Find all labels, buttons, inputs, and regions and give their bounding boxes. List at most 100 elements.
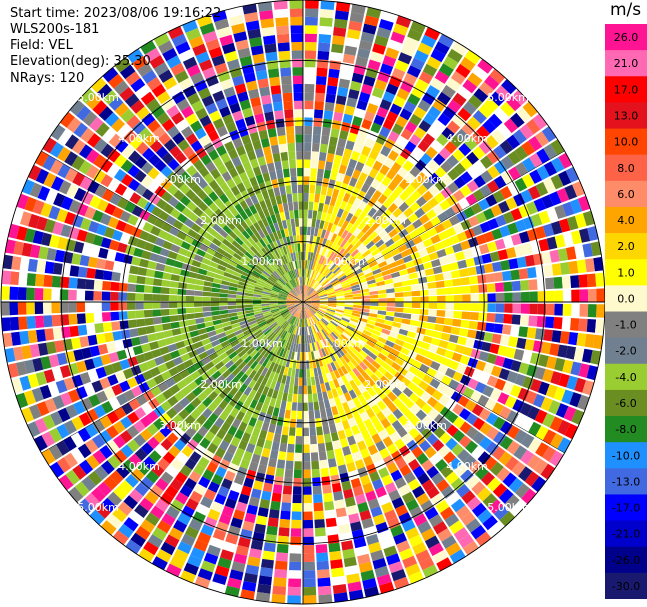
velocity-gate [71,253,82,265]
velocity-gate [286,272,292,281]
velocity-gate [270,85,282,95]
velocity-gate [173,260,184,269]
velocity-gate [268,423,276,434]
velocity-gate [367,498,380,510]
velocity-gate [238,493,250,505]
velocity-gate [446,424,459,437]
velocity-gate [278,296,287,300]
colorbar-tick-label: -21.0 [612,528,640,541]
velocity-gate [281,160,289,170]
velocity-gate [180,224,191,234]
velocity-gate [291,325,295,334]
velocity-gate [84,232,96,244]
velocity-gate [519,402,533,417]
velocity-gate [295,142,303,152]
velocity-gate [331,279,340,286]
velocity-gate [242,161,252,172]
velocity-gate [265,378,273,388]
velocity-gate [446,253,457,263]
velocity-gate [135,302,144,310]
velocity-gate [9,316,20,331]
velocity-gate [253,310,263,315]
velocity-gate [290,410,297,420]
velocity-gate [394,223,405,233]
velocity-gate [524,254,535,267]
velocity-gate [173,189,185,201]
velocity-gate [107,216,120,229]
velocity-gate [428,344,439,354]
velocity-gate [428,185,440,197]
velocity-gate [304,277,307,286]
velocity-gate [199,115,212,127]
velocity-gate [335,326,344,334]
velocity-gate [337,430,347,440]
velocity-gate [202,469,215,481]
velocity-gate [459,184,472,197]
velocity-gate [85,423,98,438]
velocity-gate [346,97,358,108]
velocity-gate [303,545,315,554]
velocity-gate [250,45,264,56]
velocity-gate [390,376,401,387]
velocity-gate [325,93,336,104]
velocity-gate [398,228,409,238]
velocity-gate [140,428,153,442]
velocity-gate [372,160,383,172]
velocity-gate [264,413,272,424]
velocity-gate [206,544,221,557]
velocity-gate [414,159,427,172]
velocity-gate [403,302,413,308]
velocity-gate [112,229,123,241]
velocity-gate [513,193,526,207]
velocity-gate [326,310,335,314]
velocity-gate [42,414,56,430]
velocity-gate [259,498,270,509]
velocity-gate [557,437,572,453]
velocity-gate [370,506,383,518]
velocity-gate [457,449,471,463]
velocity-gate [294,300,303,302]
velocity-gate [141,250,152,260]
velocity-gate [313,502,324,512]
velocity-gate [134,170,147,183]
velocity-gate [438,339,449,349]
velocity-gate [342,174,352,185]
velocity-gate [272,585,286,596]
velocity-gate [140,40,157,55]
velocity-gate [291,316,297,325]
velocity-gate [357,383,367,394]
velocity-gate [378,306,387,311]
velocity-gate [343,289,353,294]
velocity-gate [296,419,303,428]
velocity-gate [246,168,255,179]
velocity-gate [127,274,138,284]
velocity-gate [531,476,546,493]
velocity-gate [127,48,144,64]
velocity-gate [233,252,242,261]
velocity-gate [296,302,303,308]
velocity-gate [169,288,178,295]
velocity-gate [155,498,169,513]
velocity-gate [310,176,317,186]
velocity-gate [330,342,338,352]
velocity-gate [87,256,98,268]
velocity-gate [514,145,529,161]
velocity-gate [235,39,249,51]
velocity-gate [149,341,160,351]
velocity-gate [269,298,278,301]
velocity-gate [358,561,373,573]
velocity-gate [278,257,284,266]
velocity-gate [290,351,295,360]
velocity-gate [173,334,183,343]
velocity-gate [196,14,213,28]
velocity-gate [298,260,302,269]
velocity-gate [293,351,298,361]
velocity-gate [421,479,435,492]
velocity-gate [229,397,239,407]
velocity-gate [250,324,260,331]
velocity-gate [230,517,243,529]
velocity-gate [328,179,336,189]
velocity-gate [289,8,303,18]
velocity-gate [326,308,336,313]
velocity-gate [294,302,303,305]
